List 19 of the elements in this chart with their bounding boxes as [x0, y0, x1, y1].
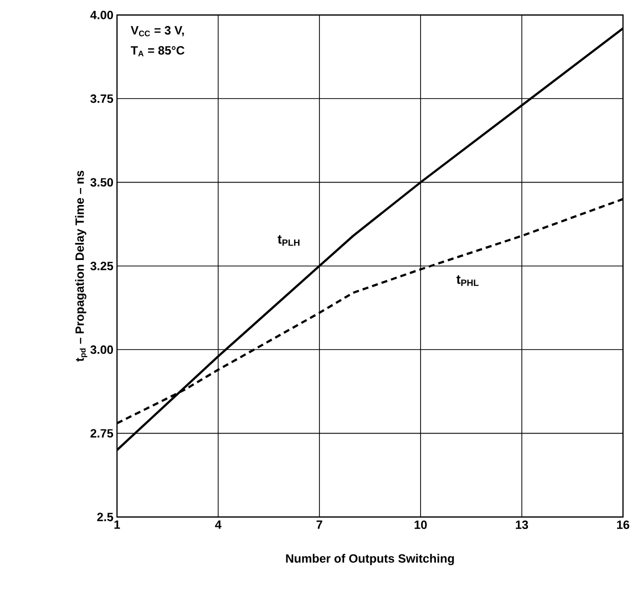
y-tick-label: 3.75 — [90, 94, 114, 103]
x-tick-label: 16 — [617, 520, 630, 530]
text: t$_{PLH}$ — [278, 235, 300, 246]
annotation: V$_{CC}$ = 3 V, — [130, 26, 184, 36]
y-tick-label: 2.75 — [90, 429, 114, 438]
x-tick-label: 10 — [414, 520, 427, 530]
x-tick-label: 4 — [215, 520, 222, 529]
y-tick-label: 3.25 — [90, 262, 114, 270]
y-tick-label: 4.00 — [90, 10, 113, 20]
y-axis-title: t$_{pd}$ – Propagation Delay Time – ns — [75, 170, 88, 362]
x-tick-label: 13 — [516, 520, 528, 530]
series-label: t$_{PHL}$ — [456, 275, 479, 286]
y-tick-label: 3.50 — [90, 178, 113, 187]
annotation: T$_{A}$ = 85°C — [130, 46, 184, 56]
x-axis-title: Number of Outputs Switching — [286, 554, 454, 566]
y-tick-label: 2.5 — [97, 512, 114, 522]
y-tick-label: 3.00 — [90, 345, 113, 354]
x-tick-label: 1 — [114, 520, 120, 529]
x-tick-label: 7 — [316, 520, 322, 529]
